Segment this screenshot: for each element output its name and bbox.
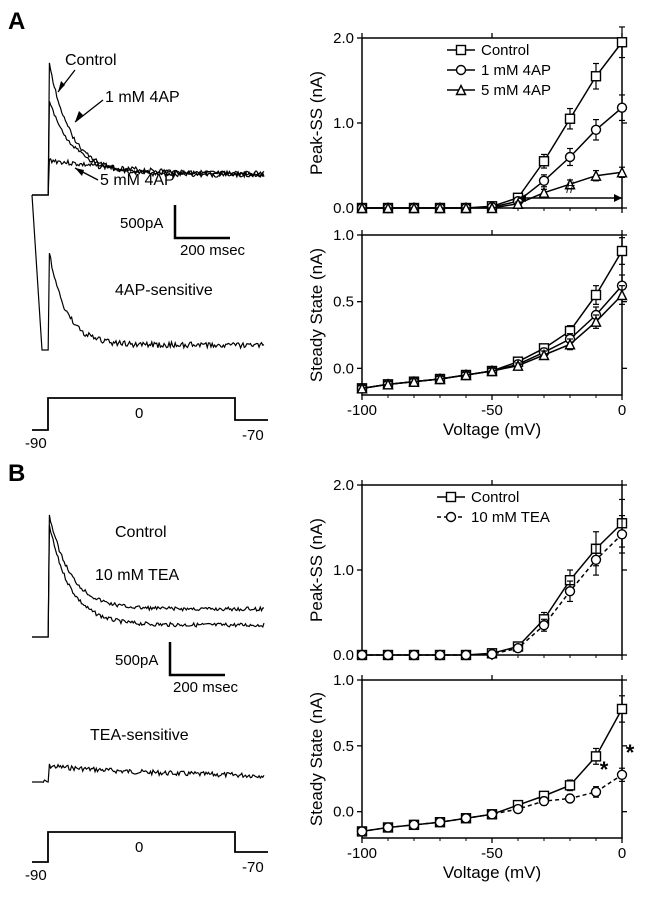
svg-text:500pA: 500pA: [120, 215, 163, 232]
svg-text:Steady State (nA): Steady State (nA): [307, 692, 326, 826]
svg-text:Control: Control: [115, 524, 167, 541]
svg-text:Control: Control: [471, 489, 519, 506]
svg-text:0.5: 0.5: [333, 294, 354, 311]
svg-text:*: *: [600, 757, 609, 782]
svg-text:-90: -90: [25, 867, 47, 882]
svg-text:1.0: 1.0: [333, 115, 354, 132]
svg-text:500pA: 500pA: [115, 652, 158, 669]
svg-text:*: *: [626, 740, 635, 765]
svg-text:0: 0: [618, 402, 626, 419]
svg-text:200 msec: 200 msec: [180, 242, 246, 259]
svg-text:Steady State (nA): Steady State (nA): [307, 248, 326, 382]
svg-text:#: #: [565, 178, 575, 197]
svg-text:-100: -100: [347, 402, 377, 419]
svg-text:0.0: 0.0: [333, 360, 354, 377]
svg-text:-50: -50: [481, 402, 503, 419]
svg-text:1.0: 1.0: [333, 227, 354, 244]
svg-text:Peak-SS (nA): Peak-SS (nA): [307, 71, 326, 175]
svg-text:1.0: 1.0: [333, 672, 354, 689]
svg-text:0: 0: [135, 405, 143, 422]
svg-text:0.0: 0.0: [333, 647, 354, 664]
svg-text:5 mM 4AP: 5 mM 4AP: [100, 172, 175, 189]
svg-text:TEA-sensitive: TEA-sensitive: [90, 727, 189, 744]
svg-text:200 msec: 200 msec: [173, 679, 239, 696]
svg-text:1 mM 4AP: 1 mM 4AP: [105, 89, 180, 106]
svg-text:-100: -100: [347, 845, 377, 862]
svg-text:10 mM TEA: 10 mM TEA: [471, 509, 550, 526]
svg-text:0: 0: [618, 845, 626, 862]
svg-text:Voltage (mV): Voltage (mV): [443, 420, 541, 439]
svg-text:-70: -70: [242, 859, 264, 876]
svg-text:5 mM 4AP: 5 mM 4AP: [481, 82, 551, 99]
svg-text:2.0: 2.0: [333, 30, 354, 47]
svg-text:Control: Control: [481, 42, 529, 59]
svg-text:0.0: 0.0: [333, 200, 354, 217]
svg-text:0.0: 0.0: [333, 804, 354, 821]
svg-text:0.5: 0.5: [333, 738, 354, 755]
svg-text:-50: -50: [481, 845, 503, 862]
svg-text:Voltage (mV): Voltage (mV): [443, 863, 541, 882]
svg-text:2.0: 2.0: [333, 477, 354, 494]
svg-text:10 mM TEA: 10 mM TEA: [95, 567, 180, 584]
panel-a-charts: 0.0 1.0 2.0 Peak-SS (nA) # Control 1 mM 4AP 5 m…: [300, 20, 640, 450]
svg-text:1 mM 4AP: 1 mM 4AP: [481, 62, 551, 79]
panel-a-traces: Control 1 mM 4AP 5 mM 4AP 500pA 200 msec 4AP-…: [20, 30, 280, 450]
panel-b-charts: 0.0 1.0 2.0 Peak-SS (nA) Control 10 mM TEA 0.0…: [300, 470, 640, 890]
svg-text:0: 0: [135, 839, 143, 856]
svg-text:-70: -70: [242, 427, 264, 444]
svg-text:-90: -90: [25, 435, 47, 450]
svg-text:1.0: 1.0: [333, 562, 354, 579]
svg-text:Peak-SS (nA): Peak-SS (nA): [307, 518, 326, 622]
panel-b-traces: Control 10 mM TEA 500pA 200 msec TEA-sensiti…: [20, 482, 280, 882]
svg-text:Control: Control: [65, 52, 117, 69]
svg-text:4AP-sensitive: 4AP-sensitive: [115, 282, 213, 299]
